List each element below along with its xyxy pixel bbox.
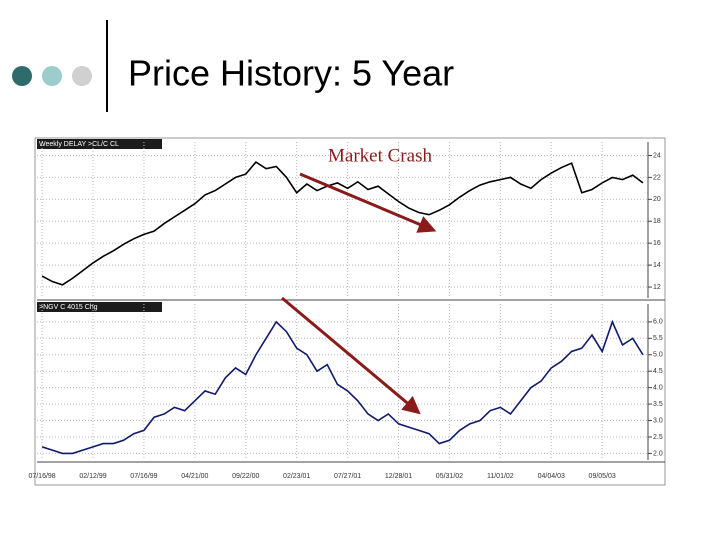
bullet-dot <box>72 66 92 86</box>
x-tick-label: 09/05/03 <box>589 473 616 480</box>
y-tick-label: 20 <box>653 196 661 203</box>
x-tick-label: 04/04/03 <box>538 473 565 480</box>
x-tick-label: 11/01/02 <box>487 473 514 480</box>
series-line <box>41 319 644 455</box>
annotation: Market Crash <box>328 145 432 166</box>
series-line <box>41 161 644 286</box>
arrow <box>299 172 437 233</box>
y-tick-label: 24 <box>653 152 661 159</box>
y-tick-label: 3.5 <box>653 401 663 408</box>
bullet-dot <box>12 66 32 86</box>
y-tick-label: 5.5 <box>653 335 663 342</box>
panel-header <box>37 302 162 312</box>
y-tick-label: 16 <box>653 240 661 247</box>
x-tick-label: 09/22/00 <box>232 473 259 480</box>
y-tick-label: 5.0 <box>653 352 663 359</box>
x-tick-label: 07/16/99 <box>130 473 157 480</box>
y-tick-label: 18 <box>653 218 661 225</box>
arrow <box>281 296 421 415</box>
x-tick-label: 07/16/98 <box>28 473 55 480</box>
x-tick-label: 12/28/01 <box>385 473 412 480</box>
y-tick-label: 4.5 <box>653 368 663 375</box>
y-tick-label: 14 <box>653 262 661 269</box>
y-tick-label: 22 <box>653 174 661 181</box>
panel-label: >NGV C 4015 Chg <box>39 304 98 311</box>
y-tick-label: 12 <box>653 284 661 291</box>
x-tick-label: 07/27/01 <box>334 473 361 480</box>
bullet-dot <box>42 66 62 86</box>
x-tick-label: 02/23/01 <box>283 473 310 480</box>
x-tick-label: 04/21/00 <box>181 473 208 480</box>
x-tick-label: 02/12/99 <box>79 473 106 480</box>
y-tick-label: 2.0 <box>653 450 663 457</box>
panel-header <box>37 139 162 149</box>
slide-title: Price History: 5 Year <box>128 53 454 94</box>
y-tick-label: 4.0 <box>653 384 663 391</box>
y-tick-label: 6.0 <box>653 319 663 326</box>
panel-label: Weekly DELAY >CL/C CL <box>39 141 119 148</box>
y-tick-label: 3.0 <box>653 417 663 424</box>
y-tick-label: 2.5 <box>653 434 663 441</box>
x-tick-label: 05/31/02 <box>436 473 463 480</box>
